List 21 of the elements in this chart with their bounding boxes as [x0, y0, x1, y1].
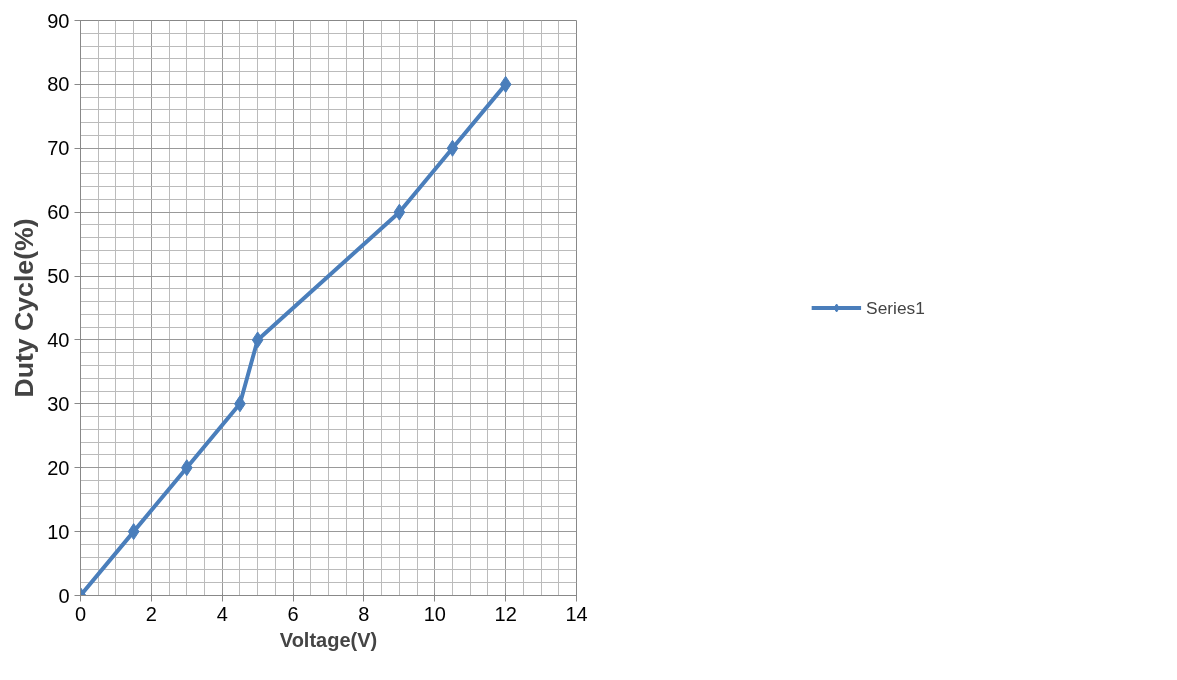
y-tick-label: 30: [47, 392, 70, 415]
x-axis-title: Voltage(V): [279, 628, 378, 651]
x-tick-label: 14: [565, 602, 588, 625]
x-tick-label: 2: [145, 602, 157, 625]
y-tick-label: 90: [47, 9, 70, 32]
x-tick-label: 8: [358, 602, 370, 625]
y-tick-label: 50: [47, 265, 70, 288]
x-tick-label: 0: [74, 602, 87, 625]
y-tick-label: 60: [47, 201, 70, 224]
y-tick-label: 70: [47, 137, 70, 160]
y-axis-title: Duty Cycle(%): [9, 218, 40, 398]
x-tick-label: 4: [216, 602, 228, 625]
y-tick-label: 0: [58, 584, 70, 607]
x-tick-label: 10: [423, 602, 446, 625]
y-tick-label: 20: [47, 456, 70, 479]
y-tick-label: 10: [47, 520, 70, 543]
y-tick-label: 40: [47, 328, 70, 351]
legend-label: Series1: [866, 297, 925, 318]
x-tick-label: 12: [494, 602, 517, 625]
x-tick-label: 6: [287, 602, 299, 625]
y-tick-label: 80: [47, 73, 70, 96]
